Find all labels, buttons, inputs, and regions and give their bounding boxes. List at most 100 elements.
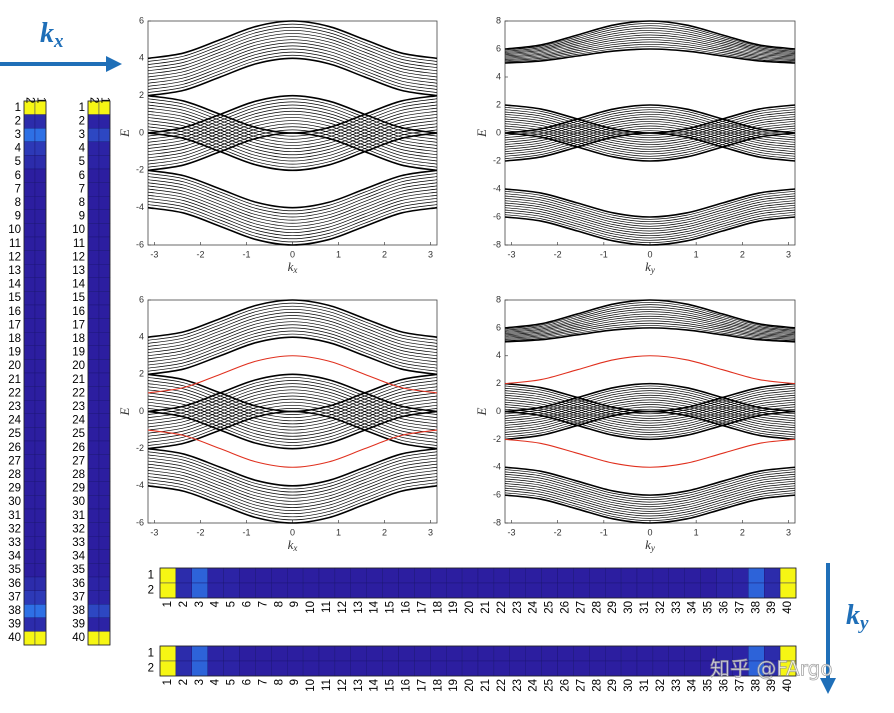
row-label: 16 xyxy=(8,306,21,318)
row-label: 30 xyxy=(72,496,85,508)
row-label: 14 xyxy=(8,279,21,291)
band-texture xyxy=(504,483,796,512)
heat-cell xyxy=(98,332,111,347)
band-texture xyxy=(147,42,438,81)
column-label: 5 xyxy=(226,679,238,685)
band-texture xyxy=(147,110,438,149)
row-label: 26 xyxy=(8,442,21,454)
heat-cell xyxy=(23,508,36,523)
ky-main: k xyxy=(846,600,860,631)
heat-cell xyxy=(98,386,111,401)
row-label: 6 xyxy=(15,170,21,182)
band-line xyxy=(147,447,438,487)
column-label: 3 xyxy=(194,679,206,685)
heat-cell xyxy=(525,645,542,662)
band-line xyxy=(504,104,796,134)
row-label: 20 xyxy=(8,360,21,372)
x-tick-label: 3 xyxy=(786,527,791,537)
heat-cell xyxy=(34,209,47,224)
y-tick-label: 2 xyxy=(496,378,501,388)
heat-cell xyxy=(34,141,47,156)
column-label: 21 xyxy=(480,679,492,692)
row-label: 8 xyxy=(79,197,85,209)
heat-cell xyxy=(34,304,47,319)
column-label: 7 xyxy=(257,601,269,607)
band-texture xyxy=(504,404,796,433)
column-label: 18 xyxy=(432,679,444,692)
heat-cell xyxy=(191,582,208,599)
heat-cell xyxy=(477,567,495,584)
band-texture xyxy=(504,394,796,424)
heat-cell xyxy=(23,359,36,374)
heat-cell xyxy=(430,660,447,677)
heat-cell xyxy=(557,567,574,584)
y-tick-label: 0 xyxy=(496,406,501,416)
band-texture xyxy=(147,404,438,443)
band-texture xyxy=(504,200,796,230)
heat-cell xyxy=(620,660,638,677)
row-label: 12 xyxy=(72,251,85,263)
band-texture xyxy=(504,32,796,56)
band-texture xyxy=(504,195,796,225)
column-label: 6 xyxy=(241,601,253,607)
band-texture xyxy=(147,194,438,233)
row-label: 19 xyxy=(72,347,85,359)
column-label: 8 xyxy=(273,679,285,685)
x-tick-label: 0 xyxy=(290,249,295,259)
heat-cell xyxy=(87,168,100,183)
x-label-sub: y xyxy=(650,543,655,553)
heat-cell xyxy=(87,481,100,496)
band-texture xyxy=(504,125,796,155)
heat-cell xyxy=(23,141,36,156)
heat-cell xyxy=(34,590,47,605)
column-label: 34 xyxy=(687,678,699,691)
heat-cell xyxy=(748,582,765,599)
row-label: 18 xyxy=(72,333,85,345)
band-texture xyxy=(147,318,438,357)
heat-cell xyxy=(350,660,367,677)
heat-cell xyxy=(239,645,256,662)
y-tick-label: 6 xyxy=(139,294,144,304)
band-texture xyxy=(147,126,438,165)
band-line xyxy=(504,48,796,64)
row-label: 9 xyxy=(15,211,21,223)
heat-cell xyxy=(716,582,733,599)
band-texture xyxy=(147,451,438,490)
band-texture xyxy=(504,190,796,220)
band-texture xyxy=(147,51,438,90)
heat-cell xyxy=(34,318,47,333)
heat-cell xyxy=(87,495,100,510)
heat-cell xyxy=(366,582,383,599)
band-texture xyxy=(147,110,438,149)
column-label: 31 xyxy=(639,679,651,692)
y-tick-label: 4 xyxy=(139,53,144,63)
heat-cell xyxy=(98,400,111,415)
column-label: 37 xyxy=(734,679,746,692)
column-label: 23 xyxy=(512,601,524,614)
band-texture xyxy=(147,107,438,146)
band-texture xyxy=(147,129,438,168)
heat-cell xyxy=(573,567,590,584)
band-texture xyxy=(147,302,438,341)
band-texture xyxy=(147,129,438,168)
heat-cell xyxy=(239,660,256,677)
heat-cell xyxy=(23,318,36,333)
heat-cell xyxy=(34,332,47,347)
heat-cell xyxy=(34,413,47,428)
band-line xyxy=(147,485,438,524)
column-label: 2 xyxy=(178,679,190,685)
heat-cell xyxy=(589,582,606,599)
heat-cell xyxy=(159,567,177,584)
band-texture xyxy=(504,204,796,234)
y-tick-label: 4 xyxy=(496,350,501,360)
column-label: 4 xyxy=(210,600,222,607)
column-label: 28 xyxy=(591,601,603,614)
heat-cell xyxy=(636,660,654,677)
band-texture xyxy=(147,395,438,434)
row-label: 13 xyxy=(8,265,21,277)
y-tick-label: -6 xyxy=(136,239,144,249)
heat-cell xyxy=(23,522,36,537)
heat-cell xyxy=(98,481,111,496)
band-texture xyxy=(147,386,438,425)
band-texture xyxy=(504,301,796,330)
